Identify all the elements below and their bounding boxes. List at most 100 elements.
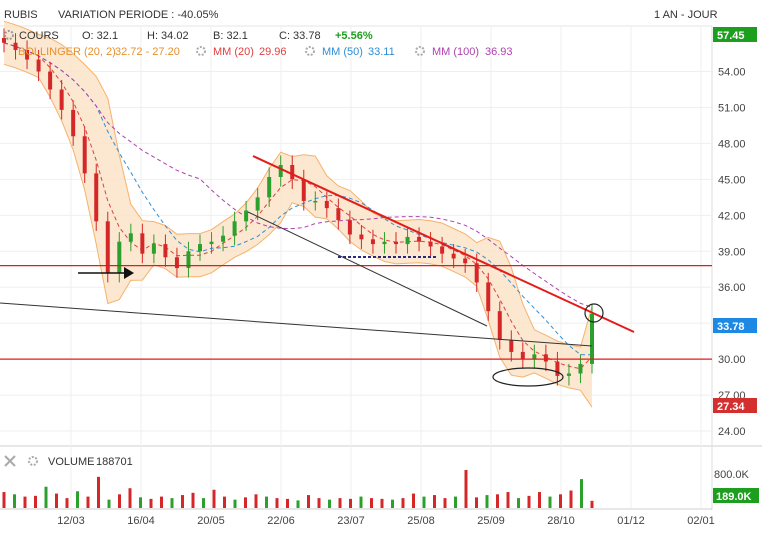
bollinger-label[interactable]: BOLLINGER (20, 2) bbox=[18, 46, 116, 58]
gear-icon[interactable] bbox=[4, 30, 14, 40]
last-price-badge: 33.78 bbox=[713, 318, 757, 333]
volume-bar bbox=[170, 498, 174, 508]
volume-bar bbox=[86, 496, 90, 508]
volume-bar bbox=[475, 497, 478, 508]
volume-bar bbox=[485, 495, 489, 508]
highlight-circle bbox=[584, 303, 604, 323]
candle-body bbox=[82, 136, 87, 174]
volume-bar bbox=[506, 492, 510, 508]
mm50-value: 33.11 bbox=[368, 46, 395, 58]
candle-body bbox=[151, 244, 156, 254]
candle-body bbox=[520, 351, 525, 360]
volume-badge: 189.0K bbox=[713, 488, 759, 503]
mm50-label[interactable]: MM (50) bbox=[322, 46, 363, 58]
candle-body bbox=[163, 244, 168, 258]
candle-body bbox=[117, 241, 122, 273]
trendline bbox=[247, 211, 488, 327]
ohlc-label: COURS bbox=[19, 30, 59, 42]
ohlc-close: C: 33.78 bbox=[279, 30, 321, 42]
low-price-badge: 27.34 bbox=[713, 398, 757, 413]
candle-body bbox=[578, 363, 583, 374]
candle-body bbox=[347, 220, 352, 235]
volume-bar bbox=[55, 493, 58, 508]
candle-body bbox=[278, 165, 283, 177]
gear-icon[interactable] bbox=[415, 46, 425, 56]
y-tick-label: 36.00 bbox=[718, 282, 746, 294]
volume-bar bbox=[559, 494, 562, 508]
candle-body bbox=[428, 241, 433, 247]
volume-bar bbox=[412, 493, 415, 508]
candle-body bbox=[25, 49, 30, 60]
volume-bar bbox=[527, 495, 531, 508]
volume-bar bbox=[233, 499, 237, 508]
svg-text:189.0K: 189.0K bbox=[716, 491, 752, 503]
candle-body bbox=[370, 239, 375, 245]
candle-body bbox=[140, 233, 145, 254]
candle-body bbox=[440, 246, 445, 254]
candle-body bbox=[451, 253, 456, 259]
candle-body bbox=[267, 176, 272, 198]
x-tick-label: 20/05 bbox=[197, 515, 225, 527]
volume-bar bbox=[223, 496, 226, 508]
volume-bar bbox=[464, 470, 468, 508]
candle-body bbox=[71, 109, 76, 137]
gear-icon[interactable] bbox=[28, 456, 38, 466]
volume-axis-label: 800.0K bbox=[714, 469, 750, 481]
instrument-name: RUBIS bbox=[4, 9, 38, 21]
volume-bar bbox=[2, 492, 6, 508]
annotations bbox=[0, 155, 712, 387]
candle-body bbox=[532, 354, 537, 360]
candle-body bbox=[497, 311, 502, 340]
y-tick-label: 54.00 bbox=[718, 67, 746, 79]
y-tick-label: 45.00 bbox=[718, 174, 746, 186]
volume-bar bbox=[181, 495, 184, 508]
gear-icon[interactable] bbox=[305, 46, 315, 56]
trendline bbox=[0, 302, 593, 347]
close-icon[interactable] bbox=[4, 455, 16, 467]
volume-bar bbox=[517, 498, 520, 508]
candle-body bbox=[474, 263, 479, 283]
candle-body bbox=[405, 236, 410, 245]
volume-bar bbox=[149, 498, 153, 508]
volume-bar bbox=[328, 499, 331, 508]
volume-label: VOLUME bbox=[48, 456, 94, 468]
ohlc-open: O: 32.1 bbox=[82, 30, 118, 42]
volume-bar bbox=[254, 494, 258, 508]
svg-text:33.78: 33.78 bbox=[717, 321, 745, 333]
volume-bar bbox=[317, 498, 321, 508]
x-tick-label: 25/08 bbox=[407, 515, 435, 527]
volume-bar bbox=[160, 496, 163, 508]
ohlc-high: H: 34.02 bbox=[147, 30, 189, 42]
volume-bar bbox=[13, 494, 16, 508]
y-tick-label: 39.00 bbox=[718, 246, 746, 258]
candle-body bbox=[566, 373, 571, 376]
candle-body bbox=[209, 241, 214, 245]
arrow-head bbox=[124, 267, 134, 279]
candle-body bbox=[2, 37, 6, 43]
candle-body bbox=[186, 251, 191, 269]
volume-bar bbox=[202, 498, 205, 508]
svg-text:27.34: 27.34 bbox=[717, 401, 745, 413]
gear-icon[interactable] bbox=[196, 46, 206, 56]
mm20-label[interactable]: MM (20) bbox=[213, 46, 254, 58]
volume-bar bbox=[191, 492, 195, 508]
y-tick-label: 51.00 bbox=[718, 102, 746, 114]
x-tick-label: 25/09 bbox=[477, 515, 505, 527]
volume-bar bbox=[286, 498, 289, 508]
volume-bar bbox=[275, 498, 279, 508]
volume-bar bbox=[338, 498, 342, 508]
candle-body bbox=[313, 200, 318, 203]
mm100-label[interactable]: MM (100) bbox=[432, 46, 479, 58]
candle-body bbox=[301, 179, 306, 201]
bollinger-upper bbox=[3, 20, 593, 348]
mm20-value: 29.96 bbox=[259, 46, 287, 58]
candle-body bbox=[105, 221, 110, 273]
volume-bar bbox=[128, 488, 132, 508]
x-tick-label: 28/10 bbox=[547, 515, 575, 527]
period-label[interactable]: 1 AN - JOUR bbox=[654, 9, 718, 21]
volume-bars bbox=[2, 470, 594, 508]
candle-body bbox=[36, 59, 41, 72]
volume-bar bbox=[107, 499, 111, 508]
candle-body bbox=[590, 313, 594, 364]
volume-bar bbox=[496, 494, 499, 508]
